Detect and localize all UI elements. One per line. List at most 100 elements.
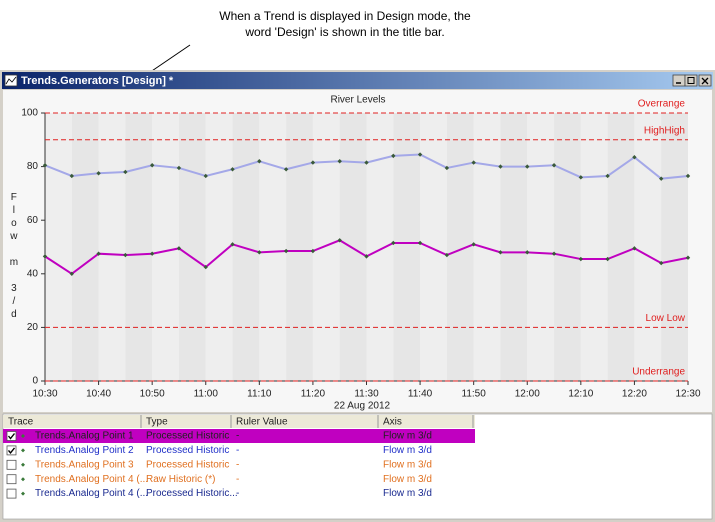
- table-cell: Raw Historic (*): [146, 474, 215, 485]
- x-tick-label: 11:30: [354, 389, 379, 400]
- x-tick-label: 10:50: [140, 389, 165, 400]
- x-tick-label: 11:40: [408, 389, 433, 400]
- table-cell: Trends.Analog Point 4 (...: [35, 488, 148, 499]
- table-header: [3, 415, 475, 428]
- minimize-button[interactable]: [672, 74, 686, 87]
- data-point: [659, 176, 664, 181]
- data-point: [123, 252, 128, 258]
- table-cell: Trends.Analog Point 2: [35, 445, 134, 456]
- plot-band: [393, 113, 421, 381]
- column-header: Trace: [8, 417, 34, 428]
- x-tick-label: 12:30: [675, 389, 700, 400]
- plot-band: [71, 113, 99, 381]
- plot-band: [286, 113, 313, 381]
- plot-band: [125, 113, 153, 381]
- table-cell: Trends.Analog Point 3: [35, 459, 134, 470]
- x-tick-label: 10:30: [32, 389, 57, 400]
- window-title: Trends.Generators [Design] *: [21, 75, 174, 87]
- plot-band: [580, 113, 608, 381]
- plot-band: [527, 113, 555, 381]
- plot-band: [45, 113, 72, 381]
- data-point: [471, 242, 476, 247]
- trace-icon: [21, 434, 25, 438]
- x-axis-label: 22 Aug 2012: [334, 401, 391, 412]
- data-point: [123, 169, 128, 175]
- x-tick-label: 10:40: [86, 389, 111, 400]
- trace-icon: [21, 477, 25, 482]
- data-point: [257, 159, 262, 164]
- checkbox[interactable]: [6, 488, 17, 499]
- data-point: [525, 250, 530, 255]
- data-point: [149, 163, 155, 168]
- data-point: [685, 173, 691, 179]
- data-point: [444, 165, 450, 171]
- data-point: [310, 160, 316, 165]
- column-header: Type: [146, 417, 168, 428]
- data-point: [444, 252, 450, 258]
- data-point: [364, 160, 369, 165]
- maximize-icon: [687, 77, 695, 84]
- data-point: [69, 173, 74, 179]
- maximize-button[interactable]: [684, 74, 698, 87]
- plot-band: [473, 113, 501, 381]
- plot-band: [500, 113, 528, 381]
- plot-band: [634, 113, 662, 381]
- data-point: [605, 173, 610, 179]
- checkbox[interactable]: [6, 445, 17, 456]
- data-point: [417, 240, 423, 246]
- data-point: [578, 175, 584, 180]
- table-cell: Processed Historic: [146, 431, 229, 442]
- data-point: [230, 242, 235, 247]
- data-point: [203, 264, 208, 270]
- trace-icon: [21, 448, 25, 453]
- limit-label: Overrange: [638, 99, 686, 110]
- table-cell: Trends.Analog Point 1: [35, 431, 134, 442]
- checkmark: [7, 447, 16, 455]
- data-point: [391, 153, 396, 159]
- table-cell: Processed Historic: [146, 445, 229, 456]
- checkbox[interactable]: [6, 459, 17, 470]
- table-cell: -: [236, 431, 239, 442]
- table-cell: -: [236, 488, 239, 499]
- data-point: [69, 271, 74, 276]
- table-cell: -: [236, 459, 239, 470]
- data-point: [471, 160, 476, 165]
- chart-title: River Levels: [330, 95, 385, 106]
- plot-band: [661, 113, 688, 381]
- title-bar: [2, 72, 713, 89]
- x-tick-label: 11:00: [194, 389, 219, 400]
- x-tick-label: 12:20: [622, 389, 647, 400]
- plot-band: [232, 113, 260, 381]
- trace-icon: [21, 491, 25, 496]
- table-cell: Trends.Analog Point 4 (...: [35, 474, 148, 485]
- table-cell: -: [236, 474, 239, 485]
- data-point: [283, 248, 289, 254]
- table-cell: Flow m 3/d: [383, 459, 432, 470]
- data-point: [551, 163, 557, 168]
- data-point: [176, 246, 182, 251]
- checkmark: [7, 433, 16, 440]
- callout-line: word 'Design' is shown in the title bar.: [244, 25, 444, 39]
- data-point: [659, 260, 664, 266]
- data-point: [203, 173, 208, 179]
- plot-band: [259, 113, 287, 381]
- data-point: [632, 246, 637, 251]
- checkbox[interactable]: [6, 474, 17, 485]
- plot-band: [339, 113, 367, 381]
- plot-band: [98, 113, 126, 381]
- data-point: [96, 171, 101, 176]
- data-point: [685, 255, 691, 260]
- plot-band: [554, 113, 581, 381]
- column-header: Axis: [383, 417, 402, 428]
- data-point: [417, 152, 423, 157]
- close-icon: [701, 77, 709, 85]
- limit-label: Underrange: [632, 367, 685, 378]
- data-point: [310, 248, 316, 254]
- checkbox[interactable]: [6, 431, 17, 441]
- table-body: Trace Type Ruler Value Axis Trends.Analog Po…: [3, 415, 475, 499]
- data-point: [149, 251, 155, 256]
- y-tick-label: 20: [27, 322, 39, 333]
- y-tick-label: 80: [27, 161, 39, 172]
- window-buttons[interactable]: [672, 74, 712, 87]
